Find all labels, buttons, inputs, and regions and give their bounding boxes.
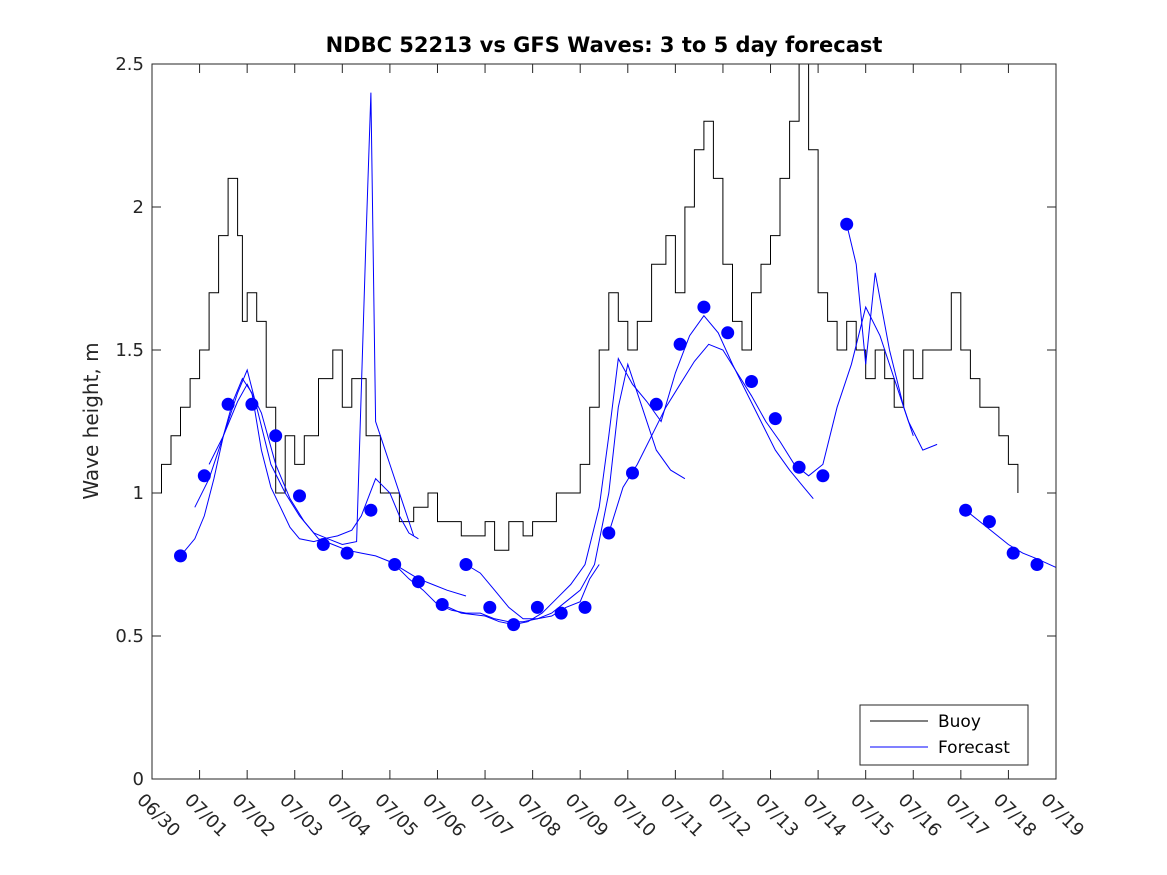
forecast-marker — [602, 526, 616, 540]
forecast-marker — [982, 515, 996, 529]
forecast-marker — [1006, 546, 1020, 560]
forecast-marker — [697, 300, 711, 314]
legend-forecast-label: Forecast — [938, 738, 1010, 758]
forecast-marker — [768, 412, 782, 426]
forecast-marker — [816, 469, 830, 483]
axes-box — [151, 63, 1057, 780]
forecast-line-5 — [465, 362, 686, 620]
forecast-line-1 — [180, 377, 419, 557]
forecast-marker — [293, 489, 306, 503]
legend-box — [859, 704, 1029, 766]
forecast-marker — [316, 538, 330, 551]
forecast-marker — [721, 326, 735, 340]
forecast-marker — [673, 337, 687, 351]
legend-buoy-label: Buoy — [938, 712, 981, 732]
y-tick-label: 1.5 — [115, 340, 144, 361]
forecast-marker — [411, 575, 425, 589]
forecast-line-7 — [608, 305, 938, 534]
forecast-marker — [221, 397, 235, 411]
forecast-line-4 — [394, 564, 600, 623]
forecast-marker — [507, 618, 521, 632]
marker-layer — [174, 217, 1044, 632]
forecast-marker — [364, 503, 378, 517]
y-tick-label: 2.5 — [115, 54, 144, 75]
y-tick-label: 0.5 — [115, 626, 144, 647]
forecast-marker — [959, 503, 973, 517]
forecast-marker — [792, 460, 806, 474]
forecast-marker — [745, 375, 758, 388]
forecast-marker — [840, 217, 854, 231]
forecast-marker — [483, 600, 497, 614]
forecast-marker — [626, 466, 639, 480]
legend: Buoy Forecast — [859, 704, 1029, 766]
forecast-marker — [174, 549, 187, 563]
forecast-marker — [245, 397, 259, 411]
forecast-line-8 — [846, 224, 914, 436]
forecast-marker — [269, 429, 283, 443]
y-tick-label: 1 — [133, 483, 144, 504]
forecast-marker — [554, 606, 568, 620]
y-tick-label: 2 — [133, 197, 144, 218]
plot-area — [152, 64, 1056, 779]
chart-title: NDBC 52213 vs GFS Waves: 3 to 5 day fore… — [326, 33, 883, 57]
forecast-marker — [388, 558, 402, 571]
forecast-line-2 — [194, 92, 415, 546]
forecast-marker — [1030, 558, 1044, 571]
series-layer — [152, 63, 1057, 626]
forecast-marker — [197, 469, 211, 483]
forecast-marker — [530, 600, 544, 614]
y-axis-label: Wave height, m — [79, 342, 103, 499]
forecast-marker — [435, 598, 449, 611]
y-tick-label: 0 — [133, 769, 144, 790]
forecast-marker — [340, 546, 354, 560]
buoy-line — [152, 63, 1019, 551]
forecast-marker — [649, 397, 663, 411]
forecast-marker — [578, 600, 592, 614]
forecast-marker — [459, 558, 473, 571]
